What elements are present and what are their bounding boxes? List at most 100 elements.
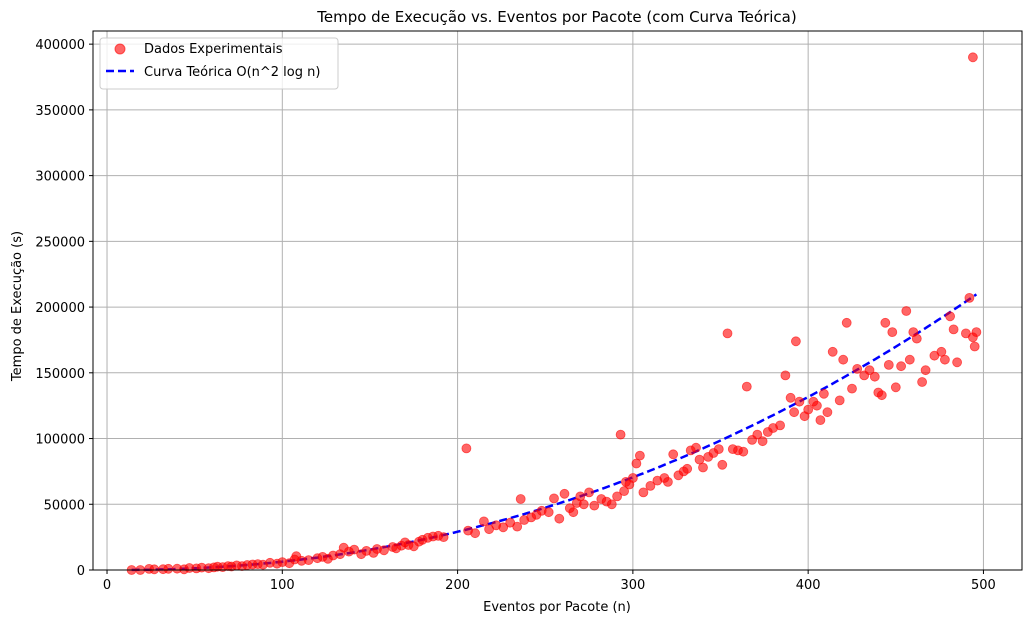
data-point: [948, 324, 959, 335]
data-point: [911, 333, 922, 344]
data-point: [559, 488, 570, 499]
data-point: [554, 513, 565, 524]
data-point: [461, 443, 472, 454]
data-point: [969, 341, 980, 352]
data-point: [775, 420, 785, 431]
x-tick-label: 300: [620, 578, 645, 593]
data-point: [379, 545, 389, 556]
data-point: [722, 328, 733, 339]
data-point: [589, 500, 600, 511]
data-point: [901, 306, 912, 316]
data-point: [834, 395, 845, 406]
data-point: [789, 407, 799, 418]
data-point: [896, 361, 906, 372]
y-tick-label: 350000: [35, 104, 85, 119]
data-point: [920, 365, 931, 376]
y-tick-label: 300000: [35, 170, 85, 185]
y-tick-label: 400000: [35, 38, 85, 53]
data-point: [904, 354, 915, 365]
data-point: [964, 292, 975, 303]
data-point: [512, 521, 523, 532]
data-point: [668, 449, 679, 460]
data-point: [438, 532, 449, 542]
plot-frame: [92, 30, 1023, 571]
data-point: [628, 473, 638, 483]
data-point: [606, 499, 617, 510]
data-point: [838, 354, 849, 365]
data-point: [803, 404, 814, 415]
data-point: [869, 371, 880, 382]
data-point: [945, 311, 955, 322]
data-point: [741, 381, 752, 392]
legend-scatter-label: Dados Experimentais: [144, 42, 283, 57]
data-point: [752, 429, 763, 440]
data-point: [812, 400, 822, 411]
data-point: [952, 357, 962, 368]
x-axis-ticks: 0 100 200 300 400 500: [103, 570, 996, 593]
y-tick-label: 200000: [35, 301, 85, 316]
chart-title: Tempo de Execução vs. Eventos por Pacote…: [316, 8, 796, 26]
data-point: [470, 528, 481, 539]
y-tick-label: 0: [77, 564, 85, 579]
data-point: [822, 407, 833, 418]
grid: [93, 31, 1022, 571]
data-point: [940, 354, 950, 365]
x-tick-label: 200: [445, 578, 470, 593]
data-point: [815, 415, 826, 426]
data-point: [549, 493, 559, 504]
y-tick-label: 100000: [35, 433, 85, 448]
data-point: [827, 346, 838, 357]
data-point: [163, 563, 174, 574]
data-point: [515, 494, 526, 504]
y-axis-ticks: 0 50000 100000 150000 200000 250000 300000 3500…: [35, 38, 93, 579]
data-point: [890, 382, 901, 393]
data-point: [971, 327, 982, 338]
data-point: [847, 383, 857, 394]
x-tick-label: 500: [971, 578, 996, 593]
data-point: [738, 446, 749, 457]
data-point: [691, 442, 701, 453]
data-point: [841, 317, 852, 328]
data-point: [635, 450, 645, 461]
curve-layer: [131, 293, 978, 572]
legend: Dados Experimentais Curva Teórica O(n^2 …: [99, 37, 339, 90]
data-point: [794, 396, 805, 407]
data-point: [584, 487, 594, 498]
data-point: [349, 544, 360, 555]
data-point: [615, 429, 626, 440]
data-point: [578, 499, 589, 510]
data-point: [612, 491, 622, 502]
theoretical-curve-line: [131, 293, 978, 572]
data-point: [303, 555, 314, 565]
data-point: [780, 370, 791, 381]
data-point: [717, 459, 728, 470]
data-point: [791, 336, 801, 347]
data-point: [713, 444, 724, 455]
data-point: [619, 486, 629, 497]
data-point: [880, 317, 891, 328]
y-axis-label: Tempo de Execução (s): [10, 231, 25, 382]
x-tick-label: 100: [270, 578, 295, 593]
data-point: [478, 516, 489, 527]
data-point: [917, 377, 927, 387]
data-point: [819, 388, 829, 399]
data-point: [543, 507, 554, 518]
x-tick-label: 400: [796, 578, 821, 593]
data-point: [864, 365, 875, 376]
points-layer: [126, 52, 982, 575]
data-point: [968, 52, 978, 63]
data-point: [638, 487, 649, 498]
data-point: [645, 480, 656, 491]
legend-scatter-marker: [114, 43, 126, 55]
data-point: [757, 436, 768, 447]
legend-box: [99, 37, 339, 90]
data-point: [498, 522, 509, 533]
y-tick-label: 250000: [35, 235, 85, 250]
data-point: [852, 363, 863, 374]
data-point: [785, 392, 796, 403]
data-point: [883, 359, 894, 370]
legend-curve-label: Curva Teórica O(n^2 log n): [144, 65, 320, 80]
y-tick-label: 50000: [44, 498, 85, 513]
data-point: [682, 463, 693, 474]
